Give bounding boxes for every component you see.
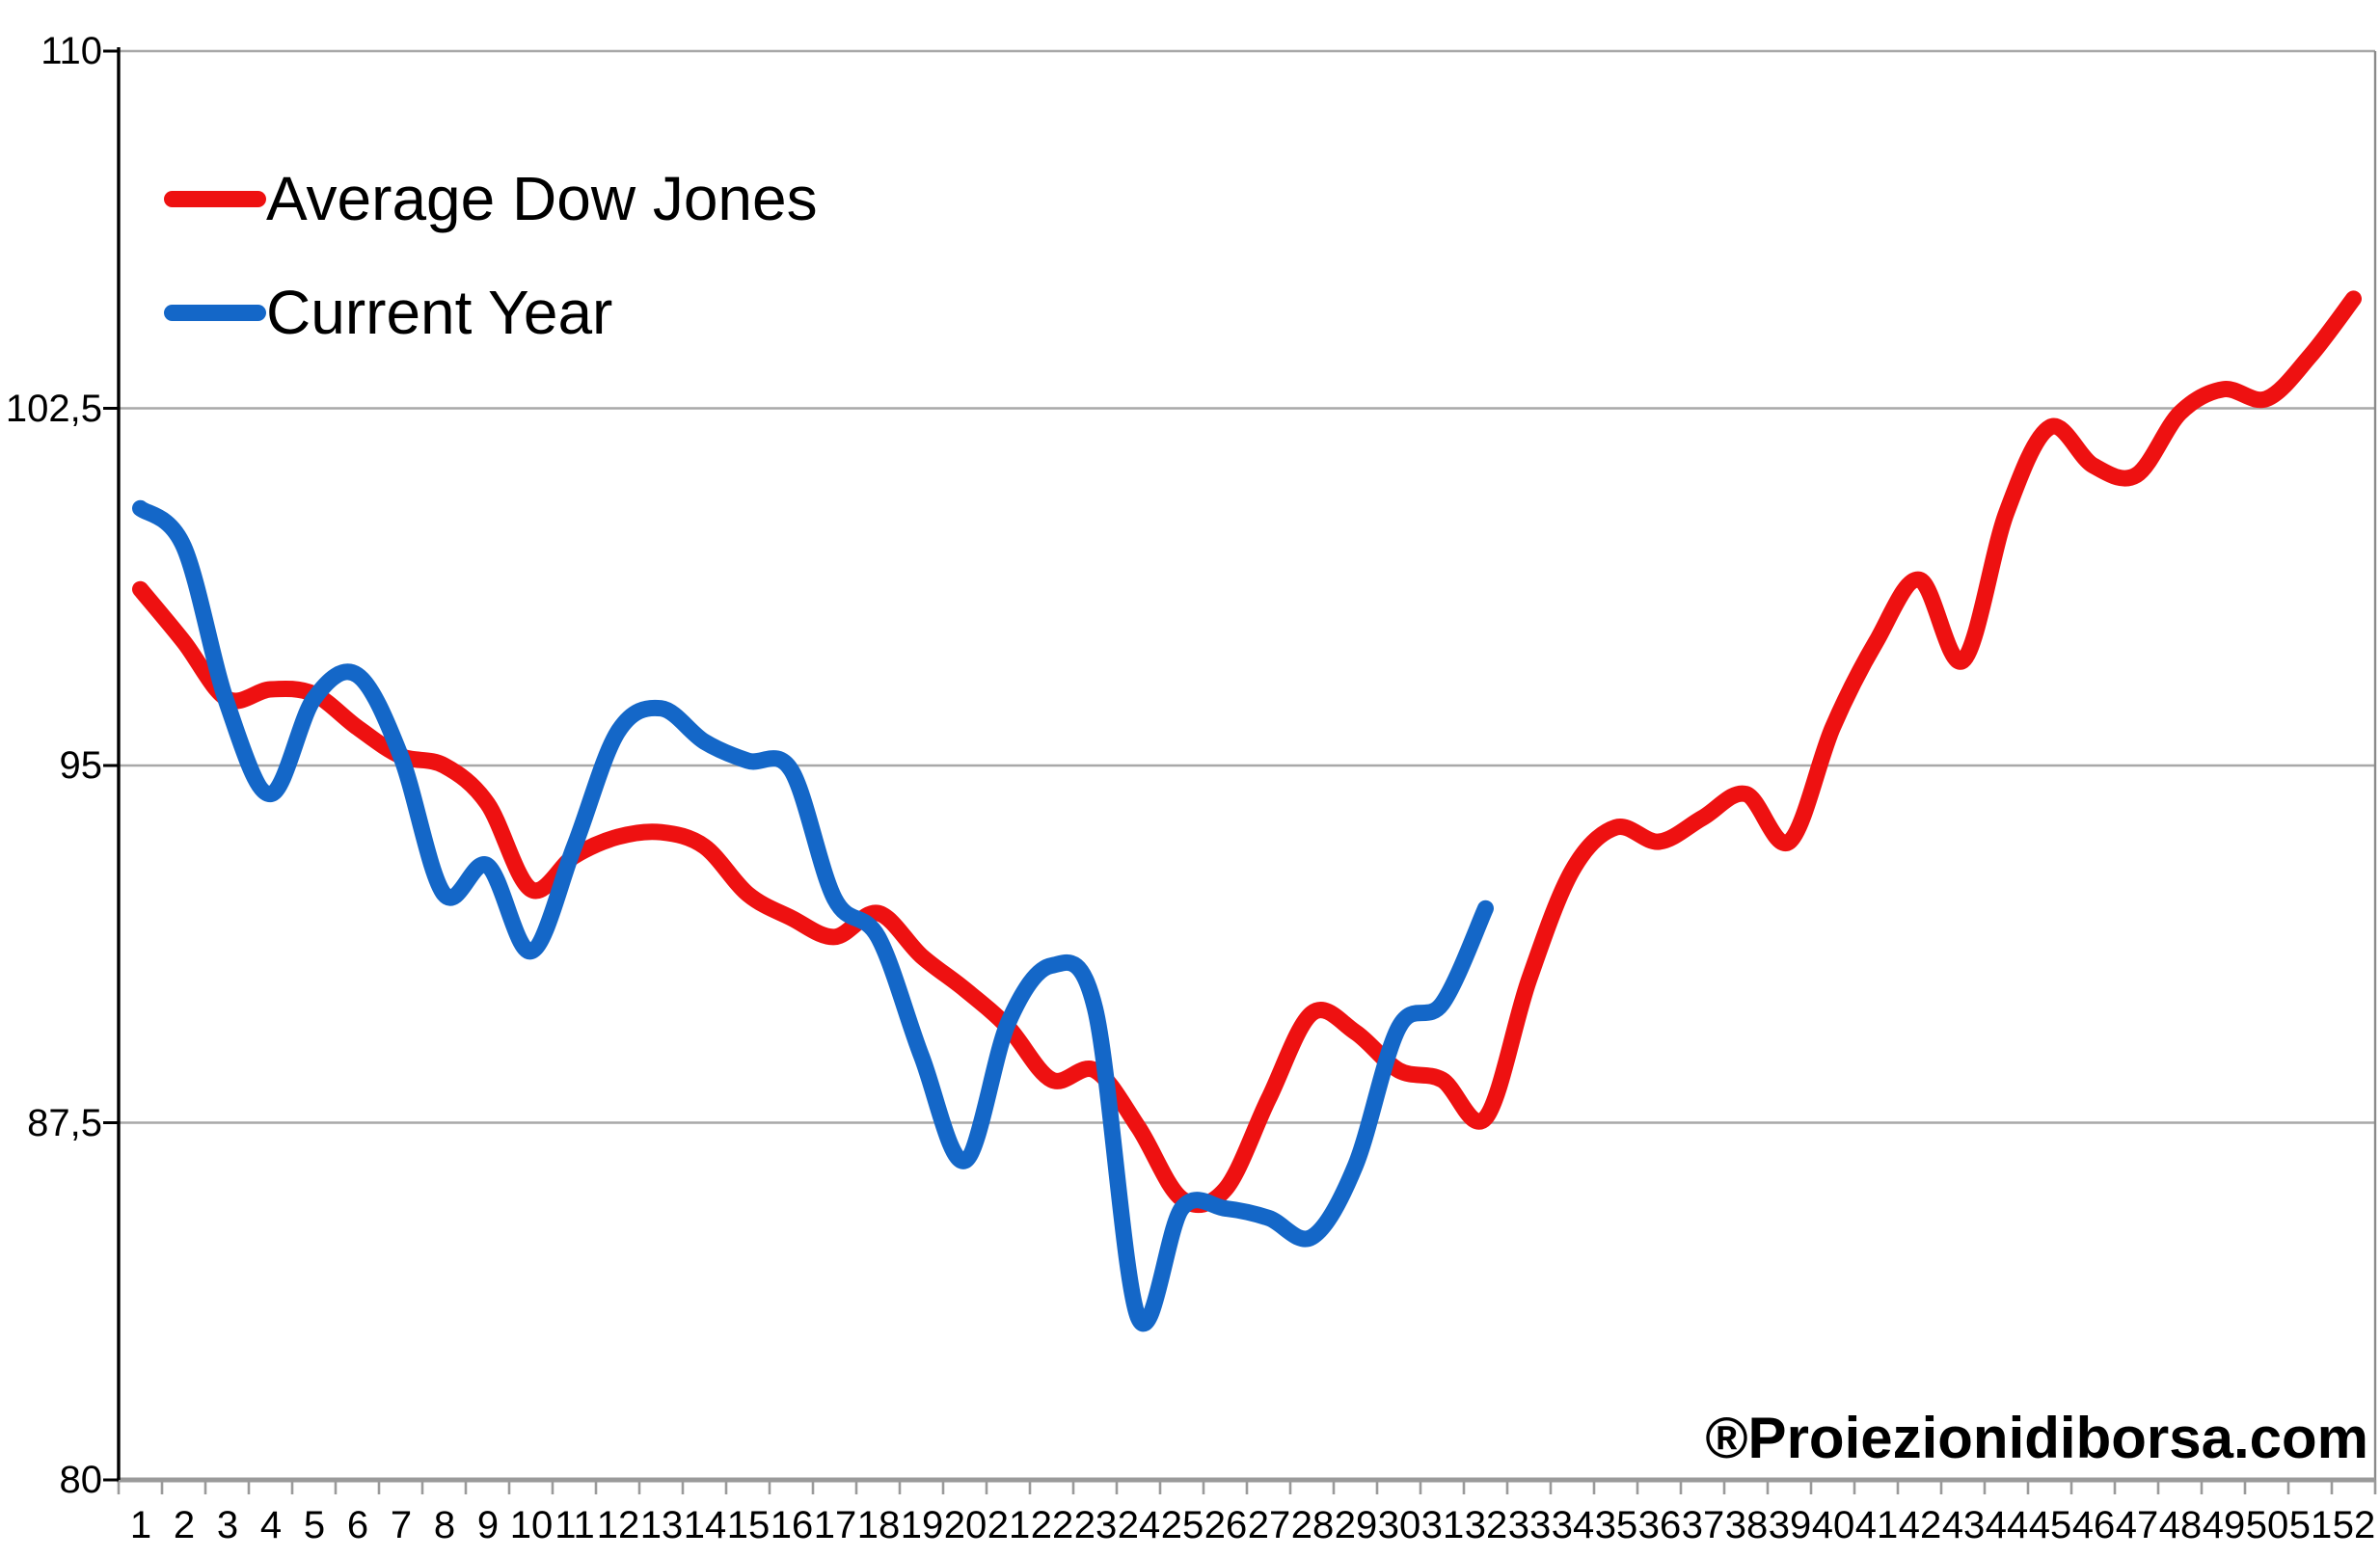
x-tick-label: 34 [1551, 1504, 1595, 1546]
x-tick-label: 36 [1637, 1504, 1682, 1546]
x-tick-label: 51 [2288, 1504, 2333, 1546]
y-tick-label: 87,5 [27, 1102, 102, 1144]
series-line-current-year [132, 499, 1494, 1332]
series-line-average-dow-jones [132, 290, 2362, 1214]
x-tick-label: 20 [943, 1504, 987, 1546]
x-tick-label: 16 [770, 1504, 814, 1546]
x-tick-label: 43 [1941, 1504, 1986, 1546]
x-tick-label: 11 [554, 1504, 595, 1546]
x-tick-label: 41 [1854, 1504, 1899, 1546]
x-tick-label: 45 [2028, 1504, 2072, 1546]
x-tick-label: 26 [1204, 1504, 1248, 1546]
y-tick-label: 110 [41, 30, 102, 72]
x-tick-label: 24 [1117, 1504, 1161, 1546]
x-tick-label: 19 [900, 1504, 944, 1546]
x-tick-label: 9 [476, 1504, 500, 1546]
x-tick-label: 44 [1985, 1504, 2029, 1546]
legend-swatch-blue-icon [164, 304, 266, 321]
y-tick-label: 80 [59, 1459, 103, 1501]
x-tick-label: 14 [683, 1504, 727, 1546]
x-tick-label: 7 [390, 1504, 413, 1546]
x-tick-label: 37 [1681, 1504, 1725, 1546]
y-tick-label: 95 [59, 744, 103, 787]
x-tick-label: 25 [1160, 1504, 1204, 1546]
x-tick-label: 35 [1594, 1504, 1638, 1546]
x-tick-label: 46 [2071, 1504, 2116, 1546]
x-tick-label: 5 [303, 1504, 326, 1546]
legend-item-average-dow-jones: Average Dow Jones [164, 154, 818, 243]
x-tick-label: 39 [1768, 1504, 1812, 1546]
x-tick-label: 49 [2202, 1504, 2246, 1546]
x-tick-label: 52 [2332, 1504, 2376, 1546]
legend-swatch-red-icon [164, 190, 266, 207]
x-tick-label: 15 [726, 1504, 771, 1546]
x-tick-label: 31 [1420, 1504, 1465, 1546]
x-tick-label: 47 [2115, 1504, 2159, 1546]
x-tick-label: 17 [813, 1504, 857, 1546]
x-tick-label: 42 [1898, 1504, 1942, 1546]
x-tick-label: 8 [433, 1504, 456, 1546]
x-tick-label: 50 [2245, 1504, 2289, 1546]
x-tick-label: 2 [173, 1504, 196, 1546]
x-tick-label: 23 [1073, 1504, 1118, 1546]
watermark: ®Proiezionidiborsa.com [1705, 1406, 2368, 1470]
y-tick-label: 102,5 [5, 388, 102, 430]
x-tick-label: 22 [1030, 1504, 1074, 1546]
legend-label-current-year: Current Year [266, 278, 613, 347]
x-tick-label: 6 [346, 1504, 369, 1546]
x-tick-label: 10 [509, 1504, 554, 1546]
x-tick-label: 32 [1464, 1504, 1508, 1546]
x-tick-label: 21 [987, 1504, 1031, 1546]
x-tick-label: 40 [1811, 1504, 1855, 1546]
legend-label-average-dow-jones: Average Dow Jones [266, 164, 818, 233]
x-tick-label: 13 [639, 1504, 684, 1546]
x-tick-label: 30 [1377, 1504, 1421, 1546]
x-tick-label: 4 [259, 1504, 283, 1546]
legend-item-current-year: Current Year [164, 268, 818, 357]
x-tick-label: 28 [1290, 1504, 1335, 1546]
x-tick-label: 18 [856, 1504, 901, 1546]
x-tick-label: 33 [1507, 1504, 1552, 1546]
x-tick-label: 48 [2158, 1504, 2203, 1546]
x-tick-label: 3 [216, 1504, 239, 1546]
x-tick-label: 1 [129, 1504, 152, 1546]
x-tick-label: 27 [1247, 1504, 1291, 1546]
x-tick-label: 12 [596, 1504, 640, 1546]
x-tick-label: 38 [1724, 1504, 1769, 1546]
x-tick-label: 29 [1334, 1504, 1378, 1546]
legend: Average Dow Jones Current Year [164, 154, 818, 357]
